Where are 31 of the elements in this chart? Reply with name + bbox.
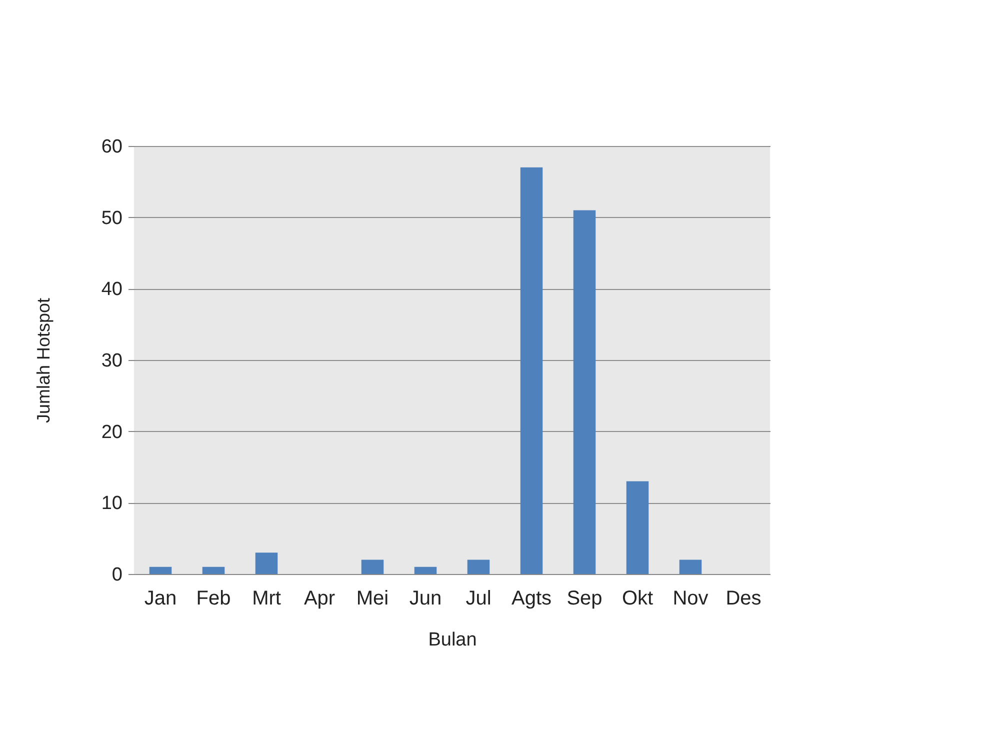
x-axis-title: Bulan [428, 630, 477, 650]
x-tick-label: Jan [144, 588, 177, 610]
bar [467, 560, 490, 574]
x-tick-label: Sep [566, 588, 602, 610]
y-tick-label: 0 [112, 564, 122, 586]
y-tick-label: 10 [101, 493, 122, 514]
y-tick-label: 60 [101, 136, 122, 158]
x-tick-label: Feb [196, 588, 231, 610]
bar [149, 566, 172, 574]
x-tick-label: Agts [511, 588, 552, 610]
y-axis-title: Jumlah Hotspot [33, 298, 54, 424]
bar [255, 552, 278, 574]
x-tick-label: Jul [466, 588, 492, 610]
x-tick-label: Apr [304, 588, 336, 610]
bar [361, 560, 384, 574]
bar [414, 566, 437, 574]
bar [626, 481, 649, 574]
x-tick-label: Nov [672, 588, 708, 610]
bar [573, 210, 596, 574]
y-tick-label: 50 [101, 208, 122, 229]
x-tick-label: Mrt [252, 588, 282, 610]
x-tick-label: Mei [356, 588, 389, 610]
x-tick-label: Okt [622, 588, 654, 610]
bar [520, 167, 543, 574]
x-tick-label: Des [726, 588, 762, 610]
y-tick-label: 30 [101, 350, 122, 372]
bar [679, 560, 702, 574]
y-tick-label: 20 [101, 422, 122, 443]
y-tick-label: 40 [101, 279, 122, 300]
x-tick-label: Jun [409, 588, 442, 610]
bar [202, 566, 225, 574]
